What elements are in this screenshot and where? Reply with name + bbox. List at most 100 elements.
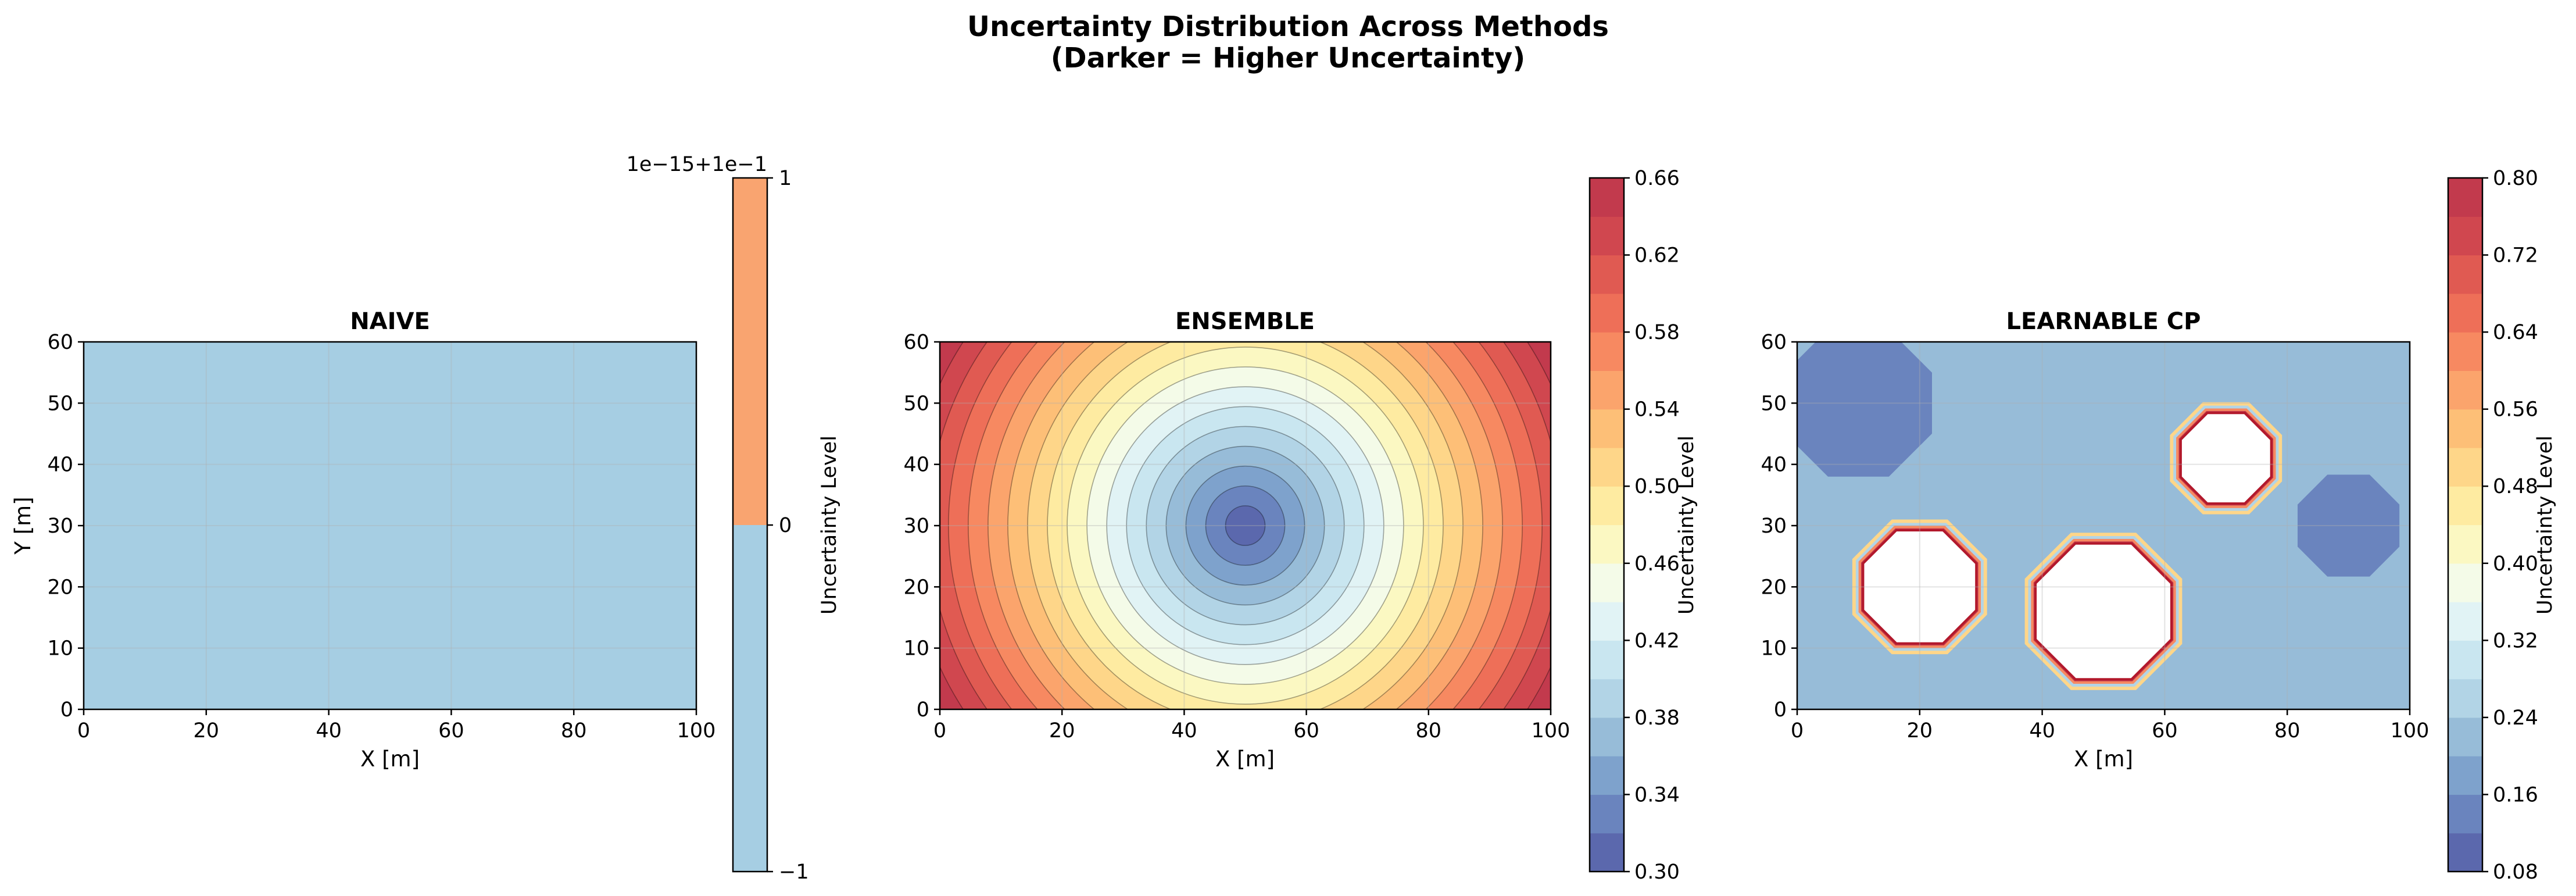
colorbar-band (2448, 717, 2482, 756)
colorbar-band-upper (733, 178, 767, 525)
colorbar-band (2448, 255, 2482, 294)
colorbar-band (1590, 602, 1624, 641)
figure-title-line1: Uncertainty Distribution Across Methods (967, 10, 1609, 43)
x-tick-label: 0 (933, 719, 946, 742)
colorbar-tick-label: 0.66 (1634, 167, 1680, 190)
masked-area (2034, 542, 2173, 681)
masked-region (1852, 519, 1987, 655)
colorbar-band (2448, 447, 2482, 487)
colorbar-tick-label: 0.24 (2493, 706, 2538, 730)
colorbar-tick-label: 0.50 (1634, 475, 1680, 498)
colorbar-band (1590, 409, 1624, 448)
colorbar-label: Uncertainty Level (2534, 435, 2557, 615)
x-tick-label: 40 (1171, 719, 1197, 742)
x-tick-label: 0 (77, 719, 90, 742)
contour-line (968, 342, 1523, 709)
contour-line (1007, 342, 1483, 709)
x-axis-label: X [m] (2074, 747, 2133, 772)
y-tick-label: 40 (47, 454, 73, 477)
colorbar-band (2448, 640, 2482, 680)
x-tick-label: 60 (1293, 719, 1319, 742)
y-tick-label: 50 (903, 392, 929, 415)
colorbar: 0.08 0.16 0.24 0.32 0.40 0.48 0.56 0.64 0.72 0.80 (2447, 167, 2538, 884)
colorbar-band (1590, 717, 1624, 756)
colorbar-tick-label: 0.54 (1634, 398, 1680, 422)
uniform-field (84, 342, 696, 709)
contour-line (1067, 347, 1424, 705)
y-tick-label: 50 (47, 392, 73, 415)
colorbar-tick-label: 0.48 (2493, 475, 2538, 498)
colorbar-band (2448, 293, 2482, 333)
colorbar-band (1590, 563, 1624, 602)
colorbar-band (2448, 216, 2482, 256)
contour-field (1797, 342, 2410, 709)
x-axis-label: X [m] (360, 747, 420, 772)
x-tick-label: 40 (316, 719, 342, 742)
contour-line (1146, 426, 1345, 626)
y-tick-label: 30 (47, 515, 73, 538)
panel-title: LEARNABLE CP (2006, 308, 2201, 335)
x-tick-label: 100 (2391, 719, 2430, 742)
x-tick-label: 80 (561, 719, 587, 742)
colorbar-tick-label: 0.32 (2493, 629, 2538, 652)
colorbar-band (2448, 370, 2482, 410)
colorbar-tick-label: 0.80 (2493, 167, 2538, 190)
colorbar-tick-label: −1 (779, 861, 809, 884)
colorbar-tick-label: 0.34 (1634, 783, 1680, 806)
colorbar-band (1590, 794, 1624, 834)
y-tick-label: 20 (903, 576, 929, 599)
colorbar-band (1590, 293, 1624, 333)
x-tick-label: 20 (1907, 719, 1933, 742)
contour-line (1185, 465, 1305, 586)
colorbar-tick-label: 0.56 (2493, 398, 2538, 422)
colorbar-band (1590, 833, 1624, 872)
colorbar-tick-label: 0.38 (1634, 706, 1680, 730)
colorbar-tick-label: 0.46 (1634, 552, 1680, 576)
colorbar-tick-label: 0.30 (1634, 861, 1680, 884)
colorbar-band (2448, 602, 2482, 641)
y-tick-label: 0 (1774, 698, 1787, 722)
colorbar-frame (1588, 177, 1625, 873)
colorbar-tick-label: 0.42 (1634, 629, 1680, 652)
y-tick-label: 60 (903, 331, 929, 354)
y-tick-label: 0 (60, 698, 73, 722)
low-uncertainty-region (2298, 474, 2400, 577)
masked-region (2024, 533, 2183, 690)
y-tick-label: 10 (1761, 637, 1787, 661)
x-axis-label: X [m] (1215, 747, 1275, 772)
colorbar-band (2448, 409, 2482, 448)
contour-line (948, 342, 1543, 709)
colorbar-band (1590, 370, 1624, 410)
colorbar-tick-label: 0.40 (2493, 552, 2538, 576)
contour-field (940, 342, 1551, 709)
axis-ticks: 0 20 40 60 80 100 0 10 20 30 40 50 60 (903, 331, 1570, 742)
x-tick-label: 100 (677, 719, 716, 742)
panel-title: ENSEMBLE (1175, 308, 1315, 335)
x-tick-label: 80 (2274, 719, 2300, 742)
y-tick-label: 20 (1761, 576, 1787, 599)
colorbar-band-lower (733, 525, 767, 872)
contour-band (1225, 505, 1265, 546)
masked-area (1862, 529, 1978, 645)
y-tick-label: 10 (903, 637, 929, 661)
colorbar-label: Uncertainty Level (818, 435, 841, 615)
axis-ticks: 0 20 40 60 80 100 0 10 20 30 40 50 60 (1761, 331, 2429, 742)
panel-learnable-cp: LEARNABLE CP 0 20 40 60 80 100 0 10 20 30 40 50 60 X… (1761, 167, 2557, 884)
x-tick-label: 20 (1049, 719, 1075, 742)
colorbar-tick-label: 0.64 (2493, 321, 2538, 344)
colorbar-band (2448, 756, 2482, 795)
y-tick-label: 40 (903, 454, 929, 477)
x-tick-label: 20 (194, 719, 220, 742)
masked-region (2170, 402, 2282, 515)
contour-line (1205, 485, 1286, 566)
y-tick-label: 0 (917, 698, 929, 722)
x-tick-label: 40 (2029, 719, 2055, 742)
x-tick-label: 100 (1532, 719, 1570, 742)
figure-title-line2: (Darker = Higher Uncertainty) (1051, 42, 1525, 74)
y-tick-label: 40 (1761, 454, 1787, 477)
panel-ensemble: ENSEMBLE 0 20 40 60 80 100 0 10 20 30 40 50 60 X [m]… (903, 167, 1698, 884)
contour-line (1106, 386, 1384, 665)
y-tick-label: 30 (1761, 515, 1787, 538)
